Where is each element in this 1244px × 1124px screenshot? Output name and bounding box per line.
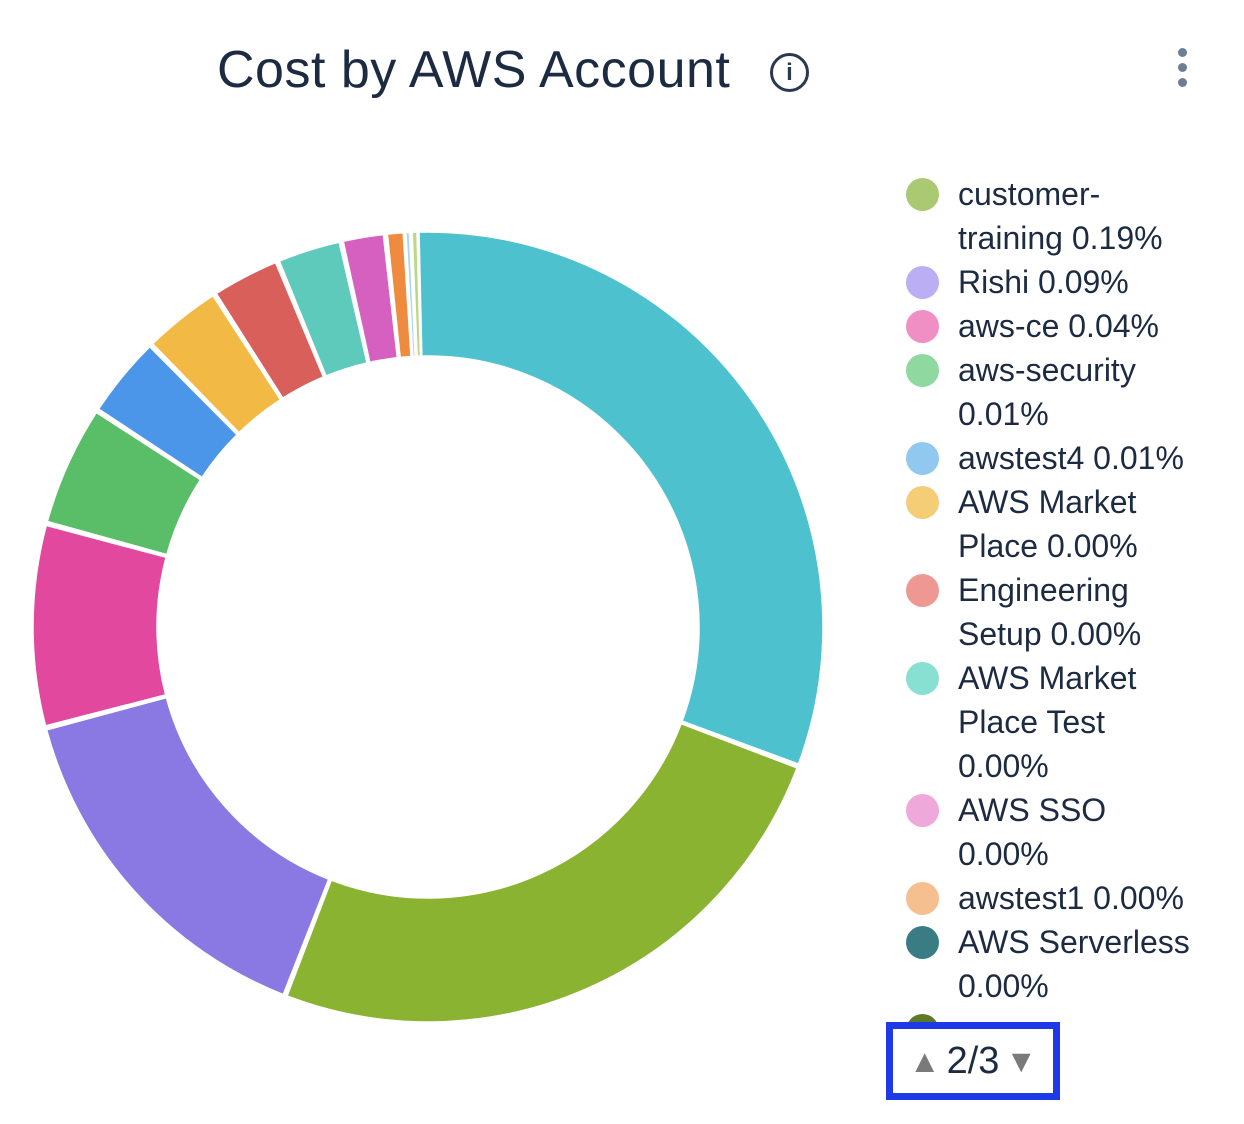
- legend-label: AWS Market Place 0.00%: [958, 484, 1138, 564]
- kebab-menu-icon[interactable]: [1176, 48, 1188, 87]
- donut-segment-red[interactable]: [215, 261, 325, 400]
- legend-dot: [906, 178, 939, 211]
- legend-pagination: ▲ 2/3 ▼: [886, 1022, 1060, 1100]
- legend-label: customer- training 0.19%: [958, 176, 1163, 256]
- legend-dot: [906, 486, 939, 519]
- legend-dot: [906, 442, 939, 475]
- info-icon[interactable]: i: [770, 53, 809, 92]
- legend-label: Rishi 0.09%: [958, 264, 1129, 300]
- donut-segment-magenta[interactable]: [32, 524, 168, 727]
- info-icon-glyph: i: [786, 58, 793, 86]
- legend-item-aws-market-place-test[interactable]: AWS Market Place Test 0.00%: [906, 656, 1218, 788]
- legend-dot: [906, 794, 939, 827]
- legend-label: AWS SSO 0.00%: [958, 792, 1107, 872]
- chart-legend: customer- training 0.19% Rishi 0.09% aws…: [906, 172, 1218, 1047]
- legend-label: aws-ce 0.04%: [958, 308, 1159, 344]
- legend-dot: [906, 310, 939, 343]
- legend-label: aws-security 0.01%: [958, 352, 1136, 432]
- legend-dot: [906, 354, 939, 387]
- legend-item-aws-security[interactable]: aws-security 0.01%: [906, 348, 1218, 436]
- legend-item-aws-market-place[interactable]: AWS Market Place 0.00%: [906, 480, 1218, 568]
- widget-header: Cost by AWS Account i: [0, 0, 1244, 120]
- legend-label: Engineering Setup 0.00%: [958, 572, 1142, 652]
- legend-label: awstest1 0.00%: [958, 880, 1184, 916]
- donut-segment-amber[interactable]: [151, 294, 282, 434]
- donut-segment-orange[interactable]: [386, 231, 412, 359]
- donut-segment-olive-green[interactable]: [286, 722, 798, 1023]
- legend-dot: [906, 662, 939, 695]
- donut-segment-teal[interactable]: [418, 231, 824, 766]
- legend-page-up-button[interactable]: ▲: [908, 1043, 941, 1079]
- donut-segment-hairline-lightblue[interactable]: [405, 231, 417, 358]
- legend-label: AWS Serverless 0.00%: [958, 924, 1190, 1004]
- legend-dot: [906, 574, 939, 607]
- donut-segment-orchid[interactable]: [342, 233, 399, 364]
- legend-item-aws-sso[interactable]: AWS SSO 0.00%: [906, 788, 1218, 876]
- legend-item-customer-training[interactable]: customer- training 0.19%: [906, 172, 1218, 260]
- legend-item-engineering-setup[interactable]: Engineering Setup 0.00%: [906, 568, 1218, 656]
- donut-segment-hairline-yellowgreen[interactable]: [411, 231, 422, 357]
- donut-segment-seafoam[interactable]: [278, 241, 368, 377]
- donut-segment-blue[interactable]: [97, 345, 239, 479]
- legend-dot: [906, 882, 939, 915]
- donut-segment-purple[interactable]: [45, 696, 330, 996]
- legend-item-awstest1[interactable]: awstest1 0.00%: [906, 876, 1218, 920]
- legend-label: awstest4 0.01%: [958, 440, 1184, 476]
- legend-label: AWS Market Place Test 0.00%: [958, 660, 1137, 784]
- legend-item-awstest4[interactable]: awstest4 0.01%: [906, 436, 1218, 480]
- donut-segment-green[interactable]: [46, 411, 202, 556]
- legend-page-indicator: 2/3: [946, 1040, 1000, 1082]
- legend-dot: [906, 266, 939, 299]
- legend-item-aws-serverless[interactable]: AWS Serverless 0.00%: [906, 920, 1218, 1008]
- legend-page-down-button[interactable]: ▼: [1005, 1043, 1038, 1079]
- legend-dot: [906, 926, 939, 959]
- legend-item-aws-ce[interactable]: aws-ce 0.04%: [906, 304, 1218, 348]
- page-title: Cost by AWS Account: [217, 41, 731, 99]
- legend-item-rishi[interactable]: Rishi 0.09%: [906, 260, 1218, 304]
